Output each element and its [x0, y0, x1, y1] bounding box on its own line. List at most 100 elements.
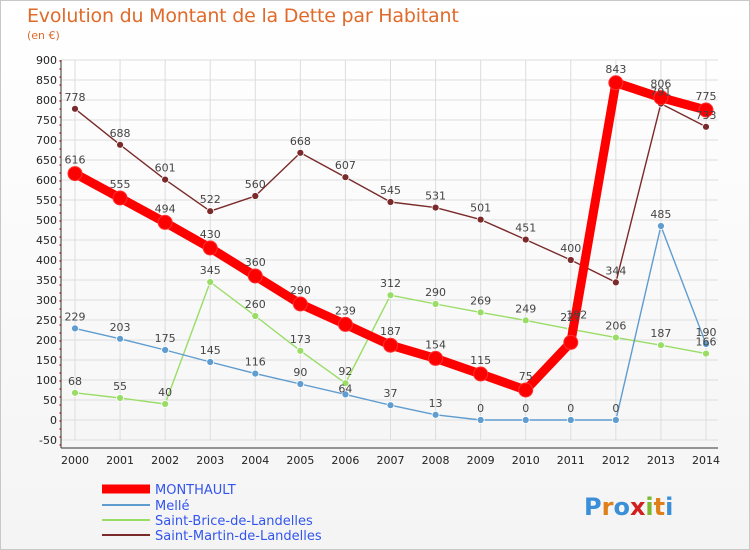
data-label: 269 — [470, 294, 491, 307]
x-tick-label: 2008 — [422, 454, 450, 467]
data-point — [247, 268, 263, 284]
data-point — [608, 75, 624, 91]
brand-logo: Proxiti — [584, 493, 673, 521]
data-label: 249 — [515, 302, 536, 315]
x-tick-label: 2000 — [61, 454, 89, 467]
x-tick-label: 2009 — [467, 454, 495, 467]
data-point — [292, 296, 308, 312]
legend-label: MONTHAULT — [155, 483, 236, 498]
y-tick-label: 600 — [36, 174, 57, 187]
data-label: 400 — [560, 242, 581, 255]
data-point — [161, 400, 170, 408]
data-point — [116, 140, 124, 149]
y-tick-label: 550 — [36, 194, 57, 207]
series-layer — [67, 75, 714, 424]
data-point — [431, 410, 440, 419]
data-point — [521, 235, 530, 244]
data-point — [157, 214, 173, 230]
data-label: 601 — [155, 162, 176, 175]
data-point — [296, 346, 305, 355]
legend-label: Saint-Brice-de-Landelles — [155, 514, 313, 529]
x-tick-label: 2010 — [512, 454, 540, 467]
data-label: 0 — [477, 402, 484, 415]
data-point — [71, 388, 79, 397]
data-label: 0 — [522, 402, 529, 415]
data-point — [702, 122, 710, 131]
data-label: 344 — [605, 264, 626, 277]
x-tick-label: 2011 — [557, 454, 585, 467]
data-label: 616 — [65, 154, 86, 167]
y-tick-label: 350 — [36, 274, 57, 287]
y-tick-label: 250 — [36, 314, 57, 327]
data-point — [202, 240, 218, 256]
data-label: 75 — [519, 370, 533, 383]
y-tick-label: -50 — [39, 434, 57, 447]
data-label: 0 — [567, 402, 574, 415]
chart-subtitle: (en €) — [27, 29, 60, 42]
data-point — [476, 215, 485, 224]
data-point — [476, 416, 485, 424]
series-monthault — [67, 75, 714, 398]
data-point — [702, 349, 710, 358]
data-label: 64 — [338, 382, 352, 395]
data-point — [337, 316, 353, 332]
x-tick-label: 2004 — [241, 454, 269, 467]
data-label: 494 — [155, 202, 176, 215]
x-tick-label: 2012 — [602, 454, 630, 467]
data-label: 791 — [650, 86, 671, 99]
data-label: 290 — [290, 284, 311, 297]
data-label: 203 — [110, 321, 131, 334]
data-point — [521, 316, 530, 325]
y-tick-label: 500 — [36, 214, 57, 227]
x-tick-label: 2006 — [331, 454, 359, 467]
series-mell- — [71, 222, 710, 424]
y-tick-label: 450 — [36, 234, 57, 247]
data-label: 545 — [380, 184, 401, 197]
data-label: 187 — [650, 327, 671, 340]
y-tick-label: 50 — [43, 394, 57, 407]
data-label: 501 — [470, 202, 491, 215]
data-label: 229 — [65, 310, 86, 323]
data-point — [428, 350, 444, 366]
data-point — [161, 346, 170, 354]
data-point — [206, 358, 215, 366]
data-label: 451 — [515, 222, 536, 235]
data-point — [251, 312, 260, 320]
data-point — [657, 222, 665, 230]
data-point — [251, 192, 260, 200]
data-point — [296, 148, 305, 157]
axes: -500501001502002503003504004505005506006… — [36, 54, 720, 467]
x-tick-label: 2005 — [286, 454, 314, 467]
data-label: 13 — [429, 397, 443, 410]
y-tick-label: 750 — [36, 114, 57, 127]
data-point — [116, 334, 124, 343]
data-label: 430 — [200, 228, 221, 241]
data-point — [341, 379, 350, 388]
data-point — [161, 175, 170, 184]
data-label: 668 — [290, 135, 311, 148]
y-tick-label: 850 — [36, 74, 57, 87]
x-tick-label: 2001 — [106, 454, 134, 467]
data-label: 360 — [245, 256, 266, 269]
chart-title: Evolution du Montant de la Dette par Hab… — [27, 5, 459, 27]
data-label: 40 — [158, 386, 172, 399]
y-tick-label: 650 — [36, 154, 57, 167]
y-tick-label: 800 — [36, 94, 57, 107]
x-tick-label: 2003 — [196, 454, 224, 467]
legend-label: Saint-Martin-de-Landelles — [155, 529, 322, 544]
data-point — [431, 203, 440, 212]
data-label: 154 — [425, 338, 446, 351]
data-point — [653, 90, 669, 106]
data-point — [566, 416, 575, 424]
data-label: 806 — [650, 78, 671, 91]
data-label: 239 — [335, 304, 356, 317]
data-label: 55 — [113, 380, 127, 393]
data-point — [521, 416, 530, 424]
data-label: 560 — [245, 178, 266, 191]
data-label: 778 — [65, 91, 86, 104]
data-label: 90 — [293, 366, 307, 379]
data-point — [383, 337, 398, 353]
y-tick-label: 700 — [36, 134, 57, 147]
data-label: 607 — [335, 159, 356, 172]
